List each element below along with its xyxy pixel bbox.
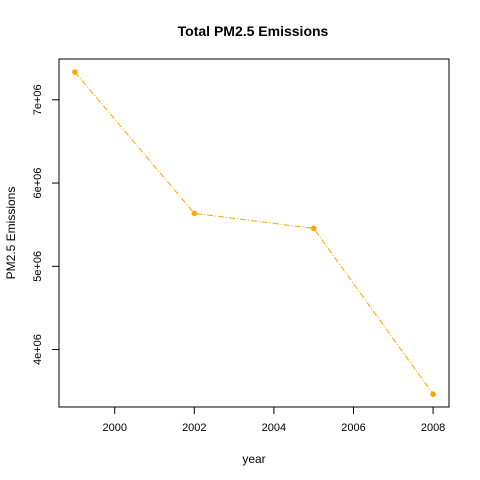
y-tick-label: 7e+06 [32, 84, 44, 115]
x-axis-label: year [242, 452, 265, 466]
data-point [310, 225, 317, 232]
data-point [72, 69, 78, 75]
x-tick-label: 2000 [102, 422, 126, 434]
chart-title: Total PM2.5 Emissions [178, 23, 329, 39]
plot-frame [58, 58, 450, 408]
y-axis-label: PM2.5 Emissions [4, 187, 18, 280]
series-line [74, 71, 434, 395]
x-tick-label: 2006 [341, 422, 365, 434]
y-axis: 4e+06 5e+06 6e+06 7e+06 [32, 84, 59, 365]
data-point [430, 391, 436, 397]
x-tick-label: 2008 [421, 422, 445, 434]
x-tick-label: 2004 [262, 422, 286, 434]
series-layer [72, 69, 436, 397]
x-tick-label: 2002 [182, 422, 206, 434]
y-tick-label: 6e+06 [32, 168, 44, 199]
y-tick-label: 5e+06 [32, 251, 44, 282]
x-axis: 2000 2002 2004 2006 2008 [102, 407, 445, 434]
data-point [191, 210, 198, 217]
y-tick-label: 4e+06 [32, 334, 44, 365]
